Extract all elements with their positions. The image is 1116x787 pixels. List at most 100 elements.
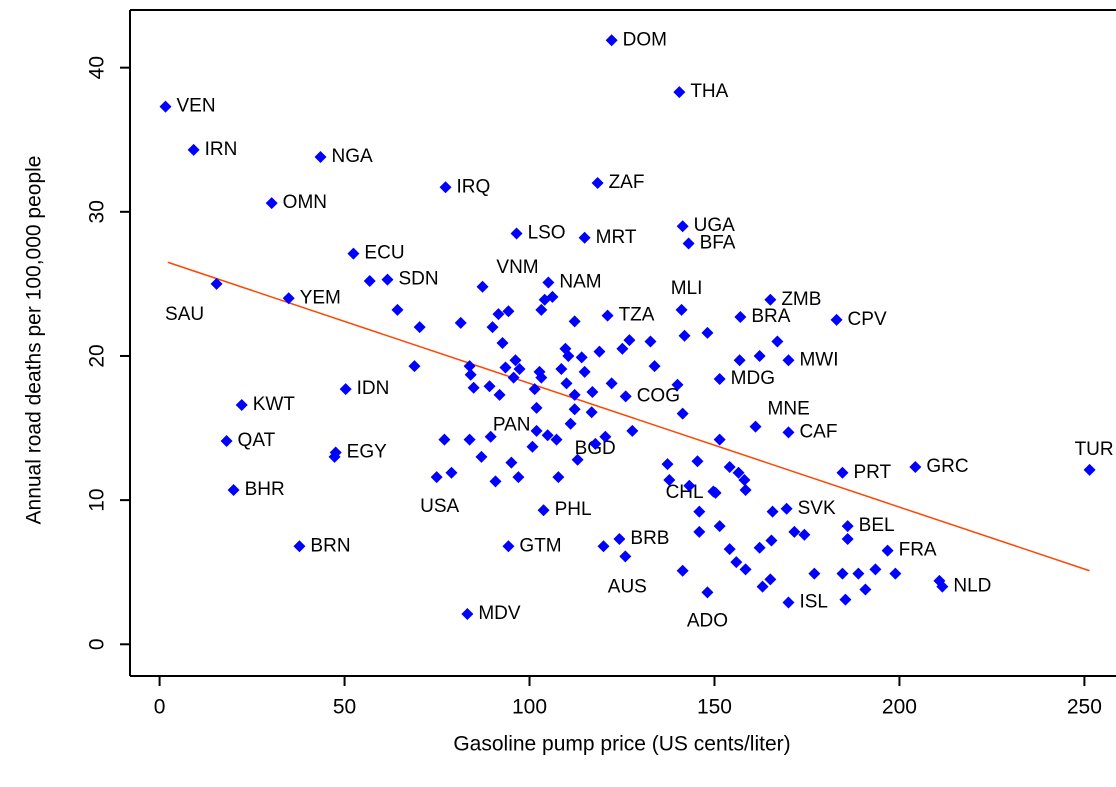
x-axis-title: Gasoline pump price (US cents/liter) [453,733,790,756]
point [648,360,661,373]
point-label: OMN [283,192,327,213]
point-label: BFA [700,233,736,254]
point [293,540,306,553]
point-label: NLD [953,576,991,597]
point [616,342,629,355]
point [220,435,233,448]
point-label: VNM [496,257,538,278]
point-label: ADO [687,610,728,631]
point [512,471,525,484]
point [502,540,515,553]
point [492,308,505,321]
point [564,417,577,430]
point-label: UGA [694,215,736,236]
point [210,277,223,290]
point-label: TUR [1075,439,1114,460]
point [764,573,777,586]
point [909,460,922,473]
point [413,321,426,334]
point-label: BRB [630,528,669,549]
point-label: MWI [799,349,838,370]
point [445,466,458,479]
point-label: BEL [859,515,895,536]
point [713,433,726,446]
point [738,473,751,486]
point [619,390,632,403]
point [765,534,778,547]
point [676,220,689,233]
point [282,292,295,305]
point-label: SDN [398,269,438,290]
point [591,176,604,189]
point [933,574,946,587]
point-label: SAU [165,304,204,325]
point [560,377,573,390]
point [568,403,581,416]
point [730,556,743,569]
point-label: ISL [799,591,828,612]
point [502,305,515,318]
point [552,471,565,484]
point [1083,463,1096,476]
point [675,303,688,316]
point-label: ZAF [609,172,645,193]
point-label: NGA [332,146,374,167]
point [644,335,657,348]
point [535,303,548,316]
point [756,580,769,593]
point-label: CAF [799,421,837,442]
point [227,484,240,497]
point [749,420,762,433]
point-label: GRC [926,456,968,477]
point-label: MRT [596,227,637,248]
point [505,456,518,469]
point [693,505,706,518]
point [691,455,704,468]
point [486,321,499,334]
point [509,354,522,367]
point [798,528,811,541]
point [723,460,736,473]
point [841,520,854,533]
point [599,430,612,443]
point [782,426,795,439]
point [713,373,726,386]
point [159,100,172,113]
point-label: THA [690,81,728,102]
point [408,360,421,373]
point [328,450,341,463]
point [347,247,360,260]
point [489,475,502,488]
point [454,316,467,329]
point [493,388,506,401]
point-label: PAN [493,415,531,436]
point-label: CPV [848,309,887,330]
point-label: NAM [559,271,601,292]
point [739,563,752,576]
point [585,406,598,419]
point [187,143,200,156]
point-label: TZA [619,305,655,326]
y-axis-title: Annual road deaths per 100,000 people [23,156,46,525]
point [788,525,801,538]
point [430,471,443,484]
point [593,345,606,358]
point [723,543,736,556]
point [678,329,691,342]
point [852,567,865,580]
point [859,583,872,596]
point [476,280,489,293]
point [537,504,550,517]
point [782,354,795,367]
point [463,360,476,373]
point [541,429,554,442]
point [605,377,618,390]
point [869,563,882,576]
point [528,383,541,396]
point [314,151,327,164]
point [707,485,720,498]
point [530,424,543,437]
point [836,466,849,479]
point [764,293,777,306]
